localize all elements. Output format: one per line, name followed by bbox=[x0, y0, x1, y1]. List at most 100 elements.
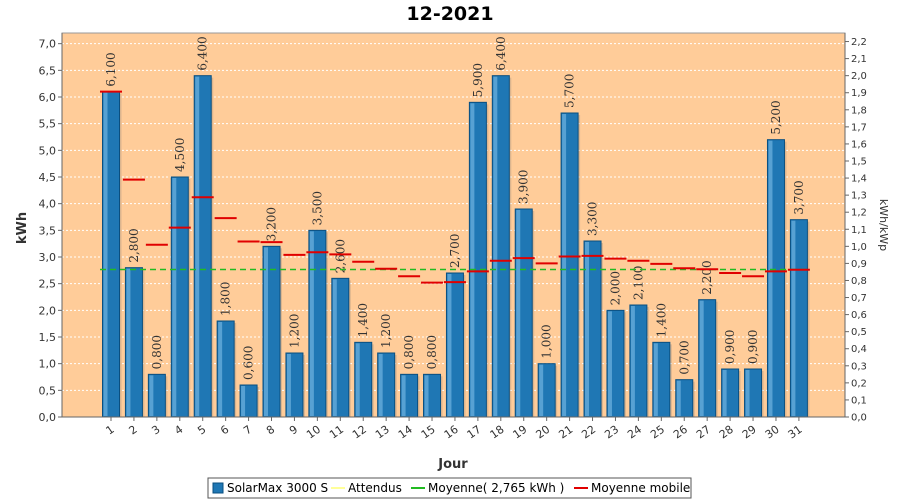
y-tick-label: 2,5 bbox=[39, 278, 57, 291]
bar-group bbox=[423, 373, 443, 418]
data-label: 4,500 bbox=[173, 138, 187, 172]
y-axis-label: kWh bbox=[15, 212, 30, 244]
bar-highlight bbox=[722, 370, 727, 416]
y2-tick-label: 1,2 bbox=[851, 208, 867, 219]
bar-highlight bbox=[309, 231, 314, 416]
bar-highlight bbox=[768, 140, 773, 416]
chart-title: 12-2021 bbox=[406, 3, 493, 25]
bar-highlight bbox=[218, 322, 223, 416]
x-tick-label: 20 bbox=[533, 423, 552, 442]
bar-group bbox=[629, 304, 649, 418]
bar-highlight bbox=[241, 386, 246, 416]
bar-group bbox=[193, 75, 214, 418]
bar-highlight bbox=[653, 343, 658, 416]
data-label: 3,200 bbox=[265, 207, 279, 241]
data-label: 2,700 bbox=[448, 234, 462, 268]
x-tick-label: 25 bbox=[648, 423, 667, 442]
data-label: 0,700 bbox=[677, 340, 691, 374]
bar-group bbox=[744, 368, 764, 418]
x-tick-label: 3 bbox=[149, 423, 162, 438]
data-label: 2,000 bbox=[608, 271, 622, 305]
bar-group bbox=[445, 272, 466, 418]
bar-highlight bbox=[401, 375, 406, 416]
y2-tick-label: 1,3 bbox=[851, 191, 867, 202]
bar-highlight bbox=[630, 306, 635, 416]
x-tick-label: 27 bbox=[694, 423, 713, 442]
data-label: 2,100 bbox=[631, 266, 645, 300]
data-label: 1,000 bbox=[540, 324, 554, 358]
y2-tick-label: 2,0 bbox=[851, 71, 867, 82]
plot-area: 0,0 0,5 1,0 1,5 2,0 2,5 3,0 3,5 4,0 4,5 5,0 5,5 6,0 6… bbox=[39, 32, 867, 442]
data-label: 3,500 bbox=[310, 191, 324, 225]
bar-group bbox=[377, 352, 397, 418]
x-tick-label: 23 bbox=[602, 423, 621, 442]
bar-highlight bbox=[355, 343, 360, 416]
bar-highlight bbox=[791, 220, 796, 416]
legend-entry: Attendus bbox=[348, 481, 402, 495]
legend-entry: Moyenne mobile bbox=[591, 481, 690, 495]
x-tick-label: 5 bbox=[195, 423, 208, 438]
data-label: 1,800 bbox=[219, 282, 233, 316]
bar-group bbox=[147, 373, 168, 418]
x-tick-label: 7 bbox=[241, 423, 254, 438]
y2-tick-label: 2,1 bbox=[851, 54, 867, 65]
bar-highlight bbox=[699, 300, 704, 416]
bar-group bbox=[354, 341, 374, 418]
y2-tick-label: 1,1 bbox=[851, 225, 867, 236]
bar-highlight bbox=[286, 354, 291, 416]
bar-group bbox=[491, 75, 512, 418]
y-tick-label: 3,5 bbox=[39, 224, 57, 237]
x-tick-label: 31 bbox=[786, 423, 805, 442]
x-tick-label: 26 bbox=[671, 423, 690, 442]
bar-group bbox=[262, 245, 283, 418]
bar-highlight bbox=[149, 375, 154, 416]
y2-axis-label: kWh/kWp bbox=[877, 199, 890, 251]
y2-tick-label: 0,7 bbox=[851, 293, 867, 304]
data-label: 0,900 bbox=[746, 330, 760, 364]
data-label: 6,400 bbox=[196, 36, 210, 70]
y-tick-label: 4,5 bbox=[39, 171, 57, 184]
y2-tick-label: 0,4 bbox=[851, 344, 867, 355]
bar-group bbox=[789, 219, 810, 418]
y2-tick-label: 0,2 bbox=[851, 378, 867, 389]
y2-tick-label: 1,9 bbox=[851, 88, 867, 99]
y-tick-label: 5,0 bbox=[39, 144, 57, 157]
bar-group bbox=[606, 309, 626, 418]
bar-highlight bbox=[516, 210, 521, 416]
x-tick-label: 4 bbox=[172, 423, 185, 438]
y2-tick-label: 0,3 bbox=[851, 361, 867, 372]
bar-group bbox=[285, 352, 305, 418]
bar-highlight bbox=[607, 311, 612, 416]
bar-group bbox=[331, 277, 351, 418]
bar-highlight bbox=[264, 247, 269, 416]
x-tick-label: 19 bbox=[511, 423, 530, 442]
bar-group bbox=[560, 112, 581, 418]
data-label: 2,800 bbox=[127, 228, 141, 262]
y-tick-label: 6,0 bbox=[39, 91, 57, 104]
data-label: 1,200 bbox=[287, 314, 301, 348]
data-label: 3,700 bbox=[792, 180, 806, 214]
data-label: 2,600 bbox=[333, 239, 347, 273]
data-label: 6,100 bbox=[104, 52, 118, 86]
bar-group bbox=[537, 363, 558, 418]
data-label: 0,800 bbox=[402, 335, 416, 369]
y-tick-label: 5,5 bbox=[39, 118, 57, 131]
y2-tick-label: 0,9 bbox=[851, 259, 867, 270]
x-tick-label: 9 bbox=[287, 423, 300, 438]
legend-entry: SolarMax 3000 S bbox=[227, 481, 328, 495]
x-tick-label: 15 bbox=[419, 423, 438, 442]
data-label: 5,200 bbox=[769, 100, 783, 134]
x-tick-label: 30 bbox=[763, 423, 782, 442]
y-tick-label: 0,0 bbox=[39, 411, 57, 424]
bar-highlight bbox=[332, 279, 337, 416]
legend-swatch bbox=[212, 482, 224, 494]
bar-group bbox=[400, 373, 420, 418]
bar-highlight bbox=[562, 114, 567, 416]
bar-group bbox=[170, 176, 191, 418]
y2-tick-label: 1,4 bbox=[851, 174, 867, 185]
bar-group bbox=[652, 341, 672, 418]
x-tick-label: 29 bbox=[740, 423, 759, 442]
data-label: 3,900 bbox=[517, 170, 531, 204]
bar-group bbox=[468, 101, 489, 418]
bar-highlight bbox=[195, 76, 200, 417]
